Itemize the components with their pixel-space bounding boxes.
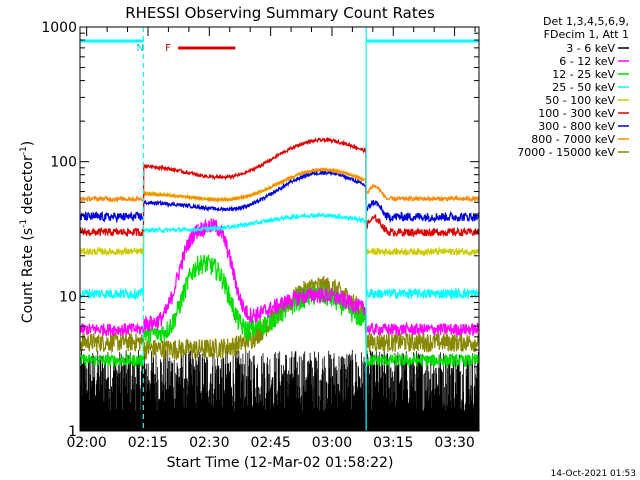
x-tick-label: 02:00 bbox=[66, 435, 106, 451]
series-line-300-800-kev bbox=[80, 169, 479, 224]
x-axis-label: Start Time (12-Mar-02 01:58:22) bbox=[167, 455, 394, 471]
chart-title: RHESSI Observing Summary Count Rates bbox=[125, 4, 435, 22]
legend-entry-label: 25 - 50 keV bbox=[552, 81, 615, 94]
axes: 1 10 100 1000 02:00 02:15 02:30 02:45 03:00 03:15… bbox=[41, 20, 480, 451]
x-tick-label: 02:45 bbox=[250, 435, 290, 451]
flag-label-1: F bbox=[165, 43, 171, 54]
y-axis-label-sup2: -1 bbox=[19, 146, 29, 155]
legend-header-line: FDecim 1, Att 1 bbox=[544, 28, 629, 41]
y-axis-label: Count Rate (s-1 detector-1) bbox=[19, 141, 36, 323]
legend-entry-label: 100 - 300 keV bbox=[538, 107, 615, 120]
legend: Det 1,3,4,5,6,9,FDecim 1, Att 13 - 6 keV… bbox=[517, 15, 629, 159]
legend-entry-label: 7000 - 15000 keV bbox=[517, 146, 615, 159]
series-line-100-300-kev bbox=[80, 136, 479, 238]
x-tick-label: 03:15 bbox=[373, 435, 413, 451]
y-axis-label-mid: detector bbox=[20, 155, 36, 219]
x-tick-label: 02:15 bbox=[128, 435, 168, 451]
y-axis-label-base: Count Rate (s bbox=[20, 228, 36, 323]
x-tick-label: 02:30 bbox=[189, 435, 229, 451]
legend-entry-label: 12 - 25 keV bbox=[552, 68, 615, 81]
y-axis-label-end: ) bbox=[20, 141, 36, 146]
legend-entry-label: 800 - 7000 keV bbox=[531, 133, 615, 146]
legend-entry-label: 300 - 800 keV bbox=[538, 120, 615, 133]
y-tick-label: 100 bbox=[50, 155, 77, 171]
series-line-6-12-kev bbox=[80, 218, 479, 338]
y-tick-label: 10 bbox=[59, 289, 77, 305]
series-line-12-25-kev bbox=[80, 254, 479, 369]
legend-entry-label: 3 - 6 keV bbox=[566, 42, 615, 55]
series-line-25-50-kev bbox=[80, 211, 479, 301]
y-tick-label: 1000 bbox=[41, 20, 77, 36]
series-line-800-7000-kev bbox=[80, 166, 479, 204]
series-line-3-6-kev bbox=[80, 350, 479, 431]
legend-entry-label: 50 - 100 keV bbox=[545, 94, 615, 107]
x-tick-label: 03:30 bbox=[434, 435, 474, 451]
legend-entry-label: 6 - 12 keV bbox=[559, 55, 615, 68]
plot-frame bbox=[79, 26, 480, 432]
flag-label-0: N bbox=[136, 43, 143, 54]
y-axis-label-sup1: -1 bbox=[19, 219, 29, 228]
footer-date: 14-Oct-2021 01:53 bbox=[551, 469, 636, 479]
x-tick-label: 03:00 bbox=[312, 435, 352, 451]
legend-header-line: Det 1,3,4,5,6,9, bbox=[543, 15, 629, 28]
y-tick-label: 1 bbox=[68, 424, 77, 440]
